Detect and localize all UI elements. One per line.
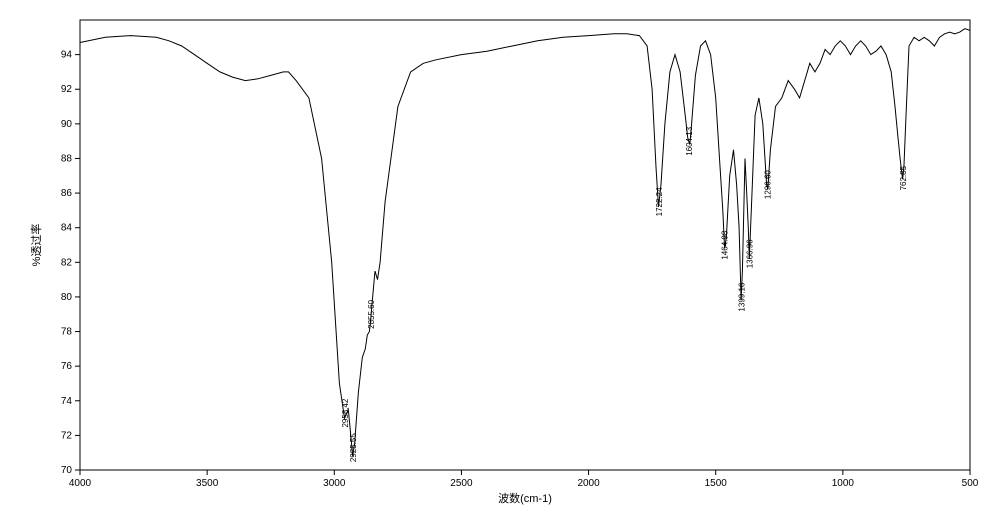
x-tick-label: 3000 (323, 478, 346, 489)
y-tick-label: 78 (61, 327, 73, 338)
y-tick-label: 82 (61, 257, 73, 268)
x-tick-label: 4000 (69, 478, 92, 489)
y-tick-label: 94 (61, 50, 73, 61)
y-axis-label: %透过率 (29, 224, 43, 267)
y-tick-label: 90 (61, 119, 73, 130)
x-tick-label: 1000 (832, 478, 855, 489)
peak-label: 1604.13 (685, 126, 694, 155)
spectrum-chart: 4000 3500 3000 2500 2000 1500 1000 500 70 72 74 76 7… (0, 0, 1000, 519)
peak-label: 1366.96 (746, 239, 755, 268)
peak-label: 1464.98 (721, 230, 730, 259)
x-tick-label: 1500 (705, 478, 728, 489)
y-tick-label: 76 (61, 361, 73, 372)
y-tick-label: 72 (61, 430, 73, 441)
peak-label: 1296.60 (763, 170, 772, 199)
y-tick-label: 86 (61, 188, 73, 199)
peak-label: 2958.42 (341, 398, 350, 427)
peak-label: 2925.55 (349, 433, 358, 462)
x-tick-label: 2000 (577, 478, 600, 489)
y-tick-label: 92 (61, 84, 73, 95)
peak-label: 762.85 (899, 165, 908, 190)
y-tick-label: 80 (61, 292, 73, 303)
y-tick-label: 88 (61, 153, 73, 164)
peak-label: 2855.60 (367, 299, 376, 328)
peak-label: 1399.16 (737, 282, 746, 311)
x-tick-label: 500 (962, 478, 979, 489)
y-tick-label: 70 (61, 465, 73, 476)
x-axis-label: 波数(cm-1) (498, 492, 552, 505)
peak-label: 1722.24 (655, 187, 664, 216)
y-tick-label: 74 (61, 396, 73, 407)
x-tick-label: 3500 (196, 478, 219, 489)
x-tick-label: 2500 (450, 478, 473, 489)
y-tick-label: 84 (61, 223, 73, 234)
